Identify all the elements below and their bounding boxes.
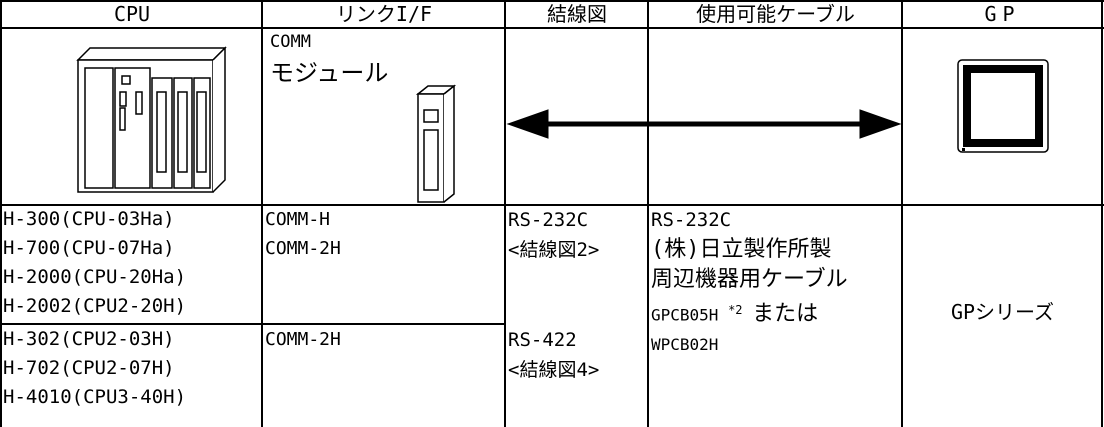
module-icon	[415, 84, 457, 203]
gp-icon	[957, 59, 1049, 153]
cpu-model: H-702(CPU2-07H)	[3, 357, 175, 379]
cable-line: (株)日立製作所製	[651, 237, 832, 262]
header-cell: GP	[984, 2, 1021, 26]
wiring-item: <結線図4>	[508, 359, 600, 381]
cpu-cell: H-302(CPU2-03H) H-702(CPU2-07H) H-4010(CPU…	[3, 325, 186, 412]
cpu-icon	[76, 46, 227, 193]
link-cell: COMM-2H	[265, 325, 341, 354]
header-cell: リンクI/F	[335, 2, 433, 26]
wiring-item: <結線図2>	[508, 239, 600, 261]
wiring-cell: RS-422 <結線図4>	[508, 325, 599, 385]
cable-cell: RS-232C (株)日立製作所製 周辺機器用ケーブル GPCB05H *2 ま…	[651, 205, 848, 360]
cpu-model: H-300(CPU-03Ha)	[3, 208, 175, 230]
cpu-model: H-302(CPU2-03H)	[3, 328, 175, 350]
cpu-model: H-2002(CPU2-20H)	[3, 295, 187, 317]
gp-cell: GPシリーズ	[950, 300, 1055, 324]
cpu-model: H-4010(CPU3-40H)	[3, 386, 187, 408]
cable-part: GPCB05H	[651, 305, 719, 325]
link-item: COMM-2H	[265, 329, 341, 350]
wiring-item: RS-422	[508, 329, 577, 351]
cpu-cell: H-300(CPU-03Ha) H-700(CPU-07Ha) H-2000(CPU…	[3, 205, 186, 321]
wiring-item: RS-232C	[508, 209, 589, 231]
cable-line: 周辺機器用ケーブル	[651, 267, 848, 292]
module-label: COMM	[270, 32, 311, 52]
cable-part: WPCB02H	[651, 335, 719, 355]
link-item: COMM-H	[265, 209, 331, 230]
link-item: COMM-2H	[265, 238, 341, 259]
wiring-cell: RS-232C <結線図2>	[508, 205, 599, 265]
cable-line: RS-232C	[651, 209, 732, 231]
cable-conj: または	[752, 301, 819, 327]
cpu-model: H-2000(CPU-20Ha)	[3, 266, 187, 288]
module-label: モジュール	[270, 59, 389, 87]
footnote-ref: *2	[728, 303, 743, 317]
arrow	[506, 109, 902, 139]
header-cell: CPU	[113, 2, 151, 26]
cpu-model: H-700(CPU-07Ha)	[3, 237, 175, 259]
header-cell: 結線図	[547, 2, 607, 26]
header-cell: 使用可能ケーブル	[696, 2, 855, 26]
link-cell: COMM-H COMM-2H	[265, 205, 341, 263]
